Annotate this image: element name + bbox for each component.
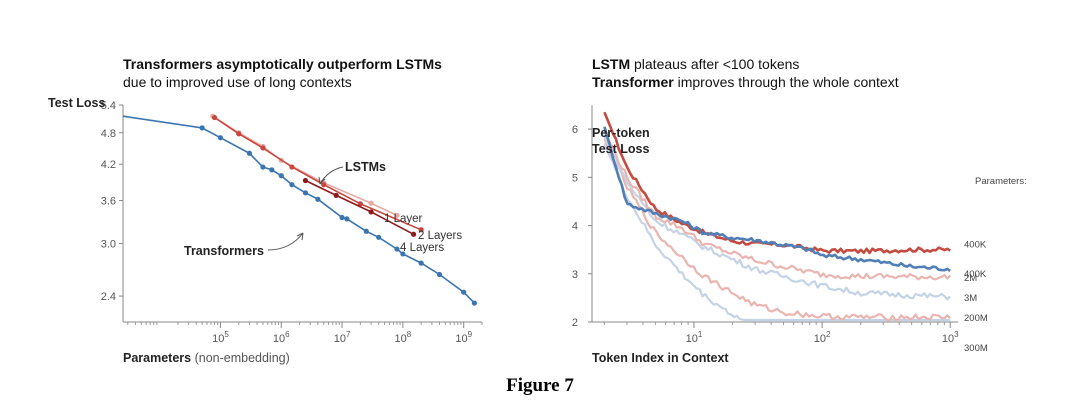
data-point-transformers: [302, 190, 309, 196]
right-x-tick-label: 101: [686, 330, 703, 345]
data-point-4-layers: [302, 177, 309, 184]
right-y-axis-label-line1: Per-token: [592, 126, 650, 140]
right-chart-series: [603, 111, 952, 322]
transformers-arrowhead: [296, 232, 304, 241]
data-point-transformers: [471, 300, 478, 306]
data-point-4-layers: [368, 209, 374, 215]
figure-caption: Figure 7: [506, 375, 574, 396]
lstms-annotation: LSTMs: [345, 160, 386, 174]
legend-label-lstm-200m: 200M: [964, 313, 988, 324]
series-line-transformer-300m: [603, 143, 951, 322]
right-y-tick-label: 6: [572, 124, 578, 136]
left-x-axis-label: Parameters (non-embedding): [123, 351, 290, 365]
right-title-bold-1: LSTM: [592, 56, 631, 72]
series-line-lstm-2m: [603, 131, 952, 281]
data-point-transformers: [344, 216, 350, 222]
data-point-transformers: [394, 246, 400, 252]
left-x-axis-label-bold: Parameters: [123, 351, 191, 365]
transformers-annotation: Transformers: [184, 244, 264, 258]
data-point-1-layer: [368, 200, 374, 206]
data-point-4-layers: [410, 231, 417, 237]
left-title-line1: Transformers asymptotically outperform L…: [123, 56, 442, 72]
right-title-rest-2: improves through the whole context: [673, 74, 899, 90]
left-x-axis-label-rest: (non-embedding): [191, 351, 290, 365]
data-point-2-layers: [260, 145, 266, 151]
label-1-layer: 1 Layer: [384, 213, 423, 225]
right-x-tick-label: 103: [942, 330, 959, 345]
right-y-tick-label: 3: [572, 269, 578, 281]
data-point-transformers: [339, 214, 345, 221]
left-title-line2: due to improved use of long contexts: [123, 74, 352, 90]
label-4-layers: 4 Layers: [400, 242, 444, 254]
right-x-tick-label: 102: [814, 330, 831, 345]
data-point-4-layers: [333, 192, 339, 198]
series-line-4-layers: [305, 179, 414, 236]
left-y-tick-label: 4.2: [101, 159, 116, 171]
data-point-2-layers: [211, 114, 218, 121]
series-line-transformer-3m: [603, 135, 951, 301]
data-point-2-layers: [321, 182, 327, 188]
legend-label-transformer-3m: 3M: [964, 293, 977, 304]
series-line-lstm-200m: [603, 138, 951, 322]
right-y-axis-label-line2: Test Loss: [592, 142, 649, 156]
left-chart-title: Transformers asymptotically outperform L…: [123, 55, 442, 91]
data-point-2-layers: [289, 164, 295, 170]
right-y-tick-label: 4: [572, 221, 578, 233]
left-y-tick-label: 4.8: [101, 128, 116, 140]
data-point-2-layers: [418, 227, 424, 233]
data-point-transformers: [461, 289, 467, 295]
data-point-transformers: [289, 182, 295, 188]
series-line-transformer-400k: [603, 126, 951, 272]
right-y-tick-label: 2: [572, 317, 578, 329]
left-y-axis-label: Test Loss: [48, 96, 105, 110]
left-y-tick-label: 5.4: [101, 100, 116, 112]
series-line-transformers: [122, 115, 475, 304]
data-point-2-layers: [357, 201, 363, 207]
legend-label-transformer-300m: 300M: [964, 343, 988, 354]
data-point-transformers: [436, 271, 443, 278]
right-chart-axes: 2 3 4 5 6 101 102 103: [572, 105, 959, 345]
right-x-axis-label: Token Index in Context: [592, 351, 729, 365]
data-point-transformers: [363, 228, 369, 234]
data-point-transformers: [260, 164, 266, 170]
label-2-layers: 2 Layers: [418, 230, 462, 242]
legend-label-lstm-2m: 2M: [964, 273, 977, 284]
right-title-rest-1: plateaus after <100 tokens: [630, 56, 800, 72]
left-y-tick-label: 3.6: [101, 196, 116, 208]
data-point-transformers: [278, 173, 284, 179]
transformers-arrow: [267, 232, 304, 251]
right-title-bold-2: Transformer: [592, 74, 674, 90]
left-y-tick-label: 2.4: [101, 291, 116, 303]
legend-title: Parameters:: [975, 176, 1027, 187]
left-y-tick-label: 3.0: [101, 239, 116, 251]
lstms-arrowhead: [318, 176, 326, 185]
data-point-1-layer: [394, 212, 400, 218]
data-point-transformers: [315, 196, 321, 202]
data-point-transformers: [269, 167, 275, 173]
data-point-transformers: [418, 260, 424, 266]
data-point-transformers: [217, 135, 224, 141]
right-chart-title: LSTM plateaus after <100 tokens Transfor…: [592, 55, 899, 91]
lstms-arrow: [319, 166, 344, 185]
data-point-2-layers: [236, 131, 242, 137]
data-point-transformers: [246, 150, 253, 156]
left-chart-series: [122, 113, 478, 306]
right-y-tick-label: 5: [572, 172, 578, 184]
legend-label-transformer-400k: 400K: [964, 269, 987, 280]
data-point-transformers: [199, 125, 205, 131]
data-point-transformers: [376, 234, 382, 240]
data-point-transformers: [400, 251, 406, 257]
legend-label-lstm-400k: 400K: [964, 240, 987, 251]
